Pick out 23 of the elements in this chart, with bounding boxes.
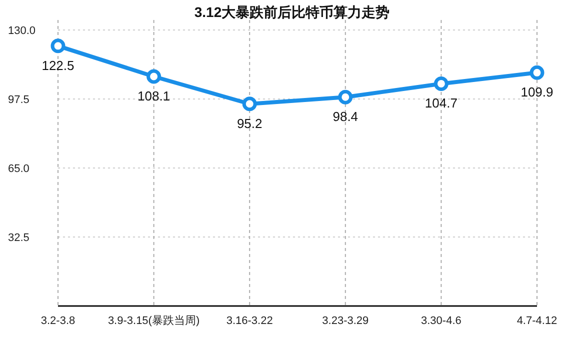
- point: [530, 65, 544, 80]
- point: [338, 90, 353, 104]
- x-tick-label: 3.2-3.8: [40, 315, 76, 327]
- x-tick-label: 3.9-3.15(暴跌当周): [108, 315, 200, 327]
- point: [50, 38, 66, 54]
- point: [242, 96, 257, 112]
- y-tick-label: 32.5: [8, 232, 30, 244]
- point: [146, 69, 162, 84]
- point: [434, 76, 448, 91]
- y-tick-label: 65.0: [8, 163, 30, 175]
- data-label: 122.5: [42, 58, 74, 73]
- data-label: 108.1: [138, 88, 170, 104]
- data-label: 109.9: [520, 84, 554, 100]
- chart-title: 3.12大暴跌前后比特币算力走势: [194, 4, 390, 20]
- y-tick-label: 130.0: [8, 25, 36, 37]
- x-tick-label: 4.7-4.12: [516, 315, 558, 327]
- y-tick-label: 97.5: [8, 94, 30, 106]
- data-label: 98.4: [332, 109, 358, 124]
- x-tick-label: 3.23-3.29: [322, 315, 369, 327]
- data-label: 104.7: [424, 96, 458, 111]
- x-tick-label: 3.30-4.6: [421, 315, 462, 327]
- data-label: 95.2: [236, 116, 262, 131]
- x-tick-label: 3.16-3.22: [226, 315, 273, 327]
